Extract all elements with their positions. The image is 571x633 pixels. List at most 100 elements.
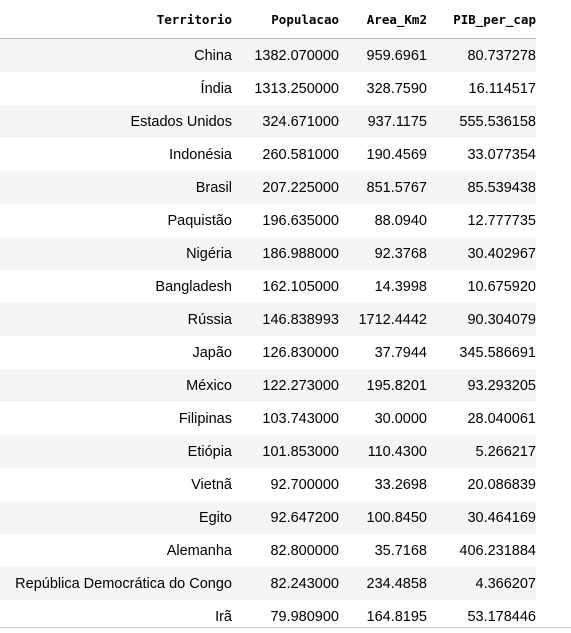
cell-area-km2: 110.4300 <box>339 435 427 468</box>
cell-pib-per-cap: 555.536158 <box>427 105 536 138</box>
cell-territorio: México <box>0 369 232 402</box>
cell-populacao: 126.830000 <box>232 336 339 369</box>
cell-pib-per-cap: 28.040061 <box>427 402 536 435</box>
cell-territorio: Estados Unidos <box>0 105 232 138</box>
cell-populacao: 186.988000 <box>232 237 339 270</box>
cell-populacao: 92.647200 <box>232 501 339 534</box>
cell-populacao: 207.225000 <box>232 171 339 204</box>
cell-area-km2: 164.8195 <box>339 600 427 633</box>
cell-territorio: Rússia <box>0 303 232 336</box>
cell-area-km2: 937.1175 <box>339 105 427 138</box>
cell-pib-per-cap: 30.402967 <box>427 237 536 270</box>
cell-populacao: 101.853000 <box>232 435 339 468</box>
cell-populacao: 146.838993 <box>232 303 339 336</box>
cell-pib-per-cap: 12.777735 <box>427 204 536 237</box>
cell-area-km2: 14.3998 <box>339 270 427 303</box>
cell-pib-per-cap: 93.293205 <box>427 369 536 402</box>
cell-territorio: Índia <box>0 72 232 105</box>
cell-area-km2: 30.0000 <box>339 402 427 435</box>
cell-populacao: 196.635000 <box>232 204 339 237</box>
cell-area-km2: 92.3768 <box>339 237 427 270</box>
header-row: Territorio Populacao Area_Km2 PIB_per_ca… <box>0 0 536 39</box>
cell-populacao: 103.743000 <box>232 402 339 435</box>
column-header-pib-per-cap: PIB_per_cap <box>427 0 536 39</box>
cell-area-km2: 195.8201 <box>339 369 427 402</box>
cell-populacao: 79.980900 <box>232 600 339 633</box>
cell-populacao: 1382.070000 <box>232 39 339 73</box>
scroll-edge-divider <box>0 627 571 628</box>
cell-area-km2: 234.4858 <box>339 567 427 600</box>
cell-populacao: 82.800000 <box>232 534 339 567</box>
cell-populacao: 122.273000 <box>232 369 339 402</box>
cell-populacao: 162.105000 <box>232 270 339 303</box>
cell-pib-per-cap: 30.464169 <box>427 501 536 534</box>
column-header-area-km2: Area_Km2 <box>339 0 427 39</box>
cell-pib-per-cap: 20.086839 <box>427 468 536 501</box>
cell-pib-per-cap: 5.266217 <box>427 435 536 468</box>
cell-pib-per-cap: 85.539438 <box>427 171 536 204</box>
cell-area-km2: 100.8450 <box>339 501 427 534</box>
cell-populacao: 260.581000 <box>232 138 339 171</box>
cell-pib-per-cap: 345.586691 <box>427 336 536 369</box>
table-header: Territorio Populacao Area_Km2 PIB_per_ca… <box>0 0 536 39</box>
cell-territorio: Japão <box>0 336 232 369</box>
dataframe-table: Territorio Populacao Area_Km2 PIB_per_ca… <box>0 0 536 633</box>
cell-area-km2: 1712.4442 <box>339 303 427 336</box>
cell-populacao: 1313.250000 <box>232 72 339 105</box>
cell-area-km2: 88.0940 <box>339 204 427 237</box>
cell-pib-per-cap: 10.675920 <box>427 270 536 303</box>
cell-pib-per-cap: 4.366207 <box>427 567 536 600</box>
cell-pib-per-cap: 90.304079 <box>427 303 536 336</box>
cell-territorio: Brasil <box>0 171 232 204</box>
cell-territorio: Filipinas <box>0 402 232 435</box>
cell-area-km2: 959.6961 <box>339 39 427 73</box>
cell-pib-per-cap: 16.114517 <box>427 72 536 105</box>
cell-territorio: Alemanha <box>0 534 232 567</box>
cell-area-km2: 328.7590 <box>339 72 427 105</box>
cell-area-km2: 35.7168 <box>339 534 427 567</box>
cell-territorio: Paquistão <box>0 204 232 237</box>
cell-area-km2: 33.2698 <box>339 468 427 501</box>
cell-pib-per-cap: 406.231884 <box>427 534 536 567</box>
cell-pib-per-cap: 33.077354 <box>427 138 536 171</box>
column-header-territorio: Territorio <box>0 0 232 39</box>
cell-territorio: Bangladesh <box>0 270 232 303</box>
cell-territorio: Irã <box>0 600 232 633</box>
cell-area-km2: 851.5767 <box>339 171 427 204</box>
cell-territorio: Indonésia <box>0 138 232 171</box>
cell-territorio: Nigéria <box>0 237 232 270</box>
cell-territorio: Egito <box>0 501 232 534</box>
cell-pib-per-cap: 53.178446 <box>427 600 536 633</box>
column-header-populacao: Populacao <box>232 0 339 39</box>
cell-populacao: 82.243000 <box>232 567 339 600</box>
cell-populacao: 324.671000 <box>232 105 339 138</box>
cell-territorio: Vietnã <box>0 468 232 501</box>
cell-area-km2: 190.4569 <box>339 138 427 171</box>
cell-populacao: 92.700000 <box>232 468 339 501</box>
cell-territorio: China <box>0 39 232 73</box>
cell-pib-per-cap: 80.737278 <box>427 39 536 73</box>
cell-territorio: República Democrática do Congo <box>0 567 232 600</box>
cell-area-km2: 37.7944 <box>339 336 427 369</box>
cell-territorio: Etiópia <box>0 435 232 468</box>
